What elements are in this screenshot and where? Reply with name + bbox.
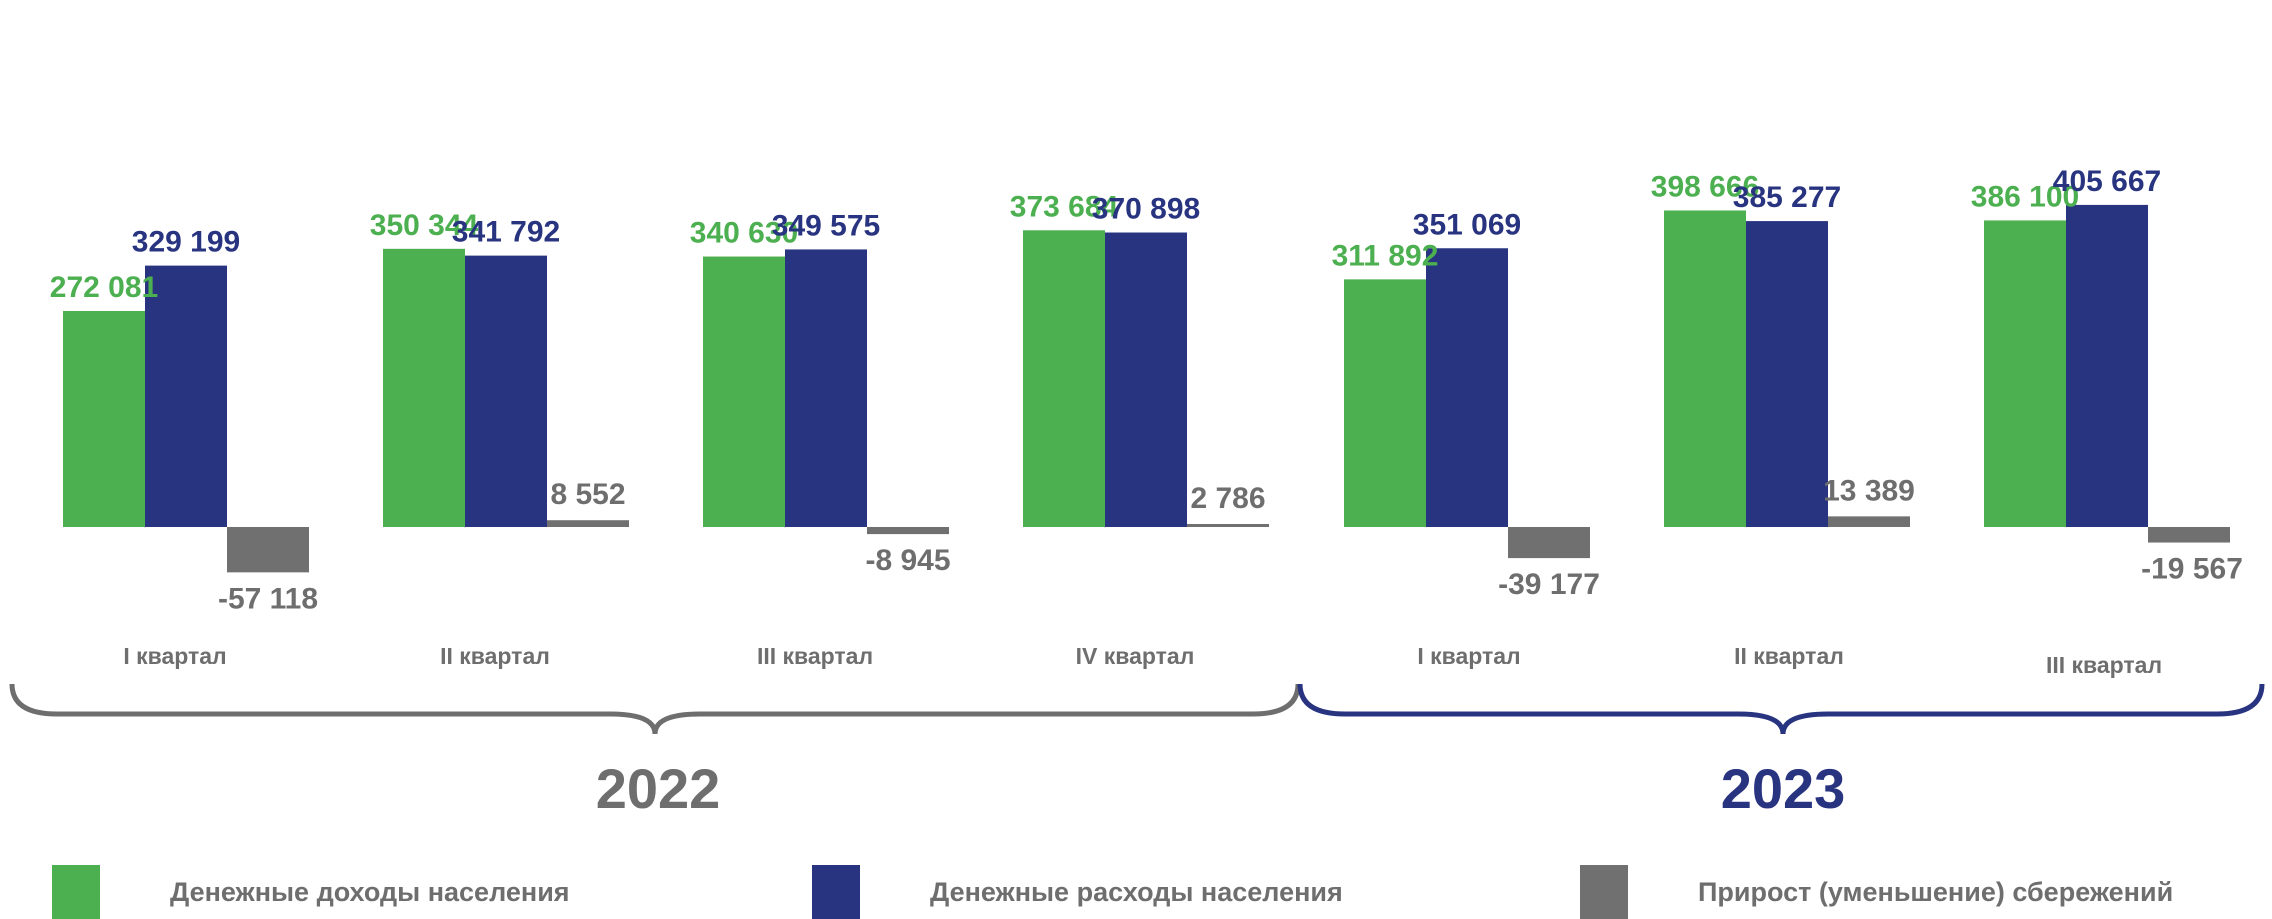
bar-expenses-4: [1105, 232, 1187, 527]
bar-expenses-2: [465, 255, 547, 527]
bar-savings-7: [2148, 527, 2230, 543]
bar-income-4: [1023, 230, 1105, 527]
bar-income-5: [1344, 279, 1426, 527]
quarter-label-1: I квартал: [123, 643, 226, 669]
bar-savings-3: [867, 527, 949, 535]
year-brace-2023: [1297, 683, 2265, 735]
data-label-income-1: 272 081: [50, 271, 158, 304]
data-label-savings-2: 8 552: [550, 478, 625, 511]
legend-swatch-income: [52, 865, 100, 919]
data-label-expenses-7: 405 667: [2053, 165, 2161, 198]
bar-income-1: [63, 310, 145, 527]
bar-income-7: [1984, 220, 2066, 528]
data-label-expenses-3: 349 575: [772, 209, 880, 242]
bar-savings-4: [1187, 524, 1269, 527]
bar-income-3: [703, 256, 785, 527]
quarter-label-5: I квартал: [1417, 643, 1520, 669]
data-label-expenses-6: 385 277: [1733, 181, 1841, 214]
data-label-expenses-1: 329 199: [132, 226, 240, 259]
bar-savings-6: [1828, 516, 1910, 527]
data-label-savings-1: -57 118: [218, 582, 318, 615]
quarter-label-2: II квартал: [440, 643, 550, 669]
bar-income-6: [1664, 210, 1746, 527]
bar-expenses-6: [1746, 221, 1828, 527]
legend-label-income: Денежные доходы населения: [170, 876, 570, 907]
bar-income-2: [383, 248, 465, 528]
year-brace-2022: [9, 683, 1301, 735]
data-label-income-2: 350 344: [370, 209, 479, 242]
year-label-2022: 2022: [596, 757, 721, 820]
legend-label-expenses: Денежные расходы населения: [930, 876, 1343, 907]
data-label-income-4: 373 684: [1010, 190, 1119, 223]
data-label-income-5: 311 892: [1332, 239, 1439, 272]
bar-expenses-7: [2066, 204, 2148, 528]
data-label-expenses-5: 351 069: [1413, 208, 1521, 241]
quarter-label-6: II квартал: [1734, 643, 1844, 669]
data-label-savings-7: -19 567: [2141, 553, 2243, 586]
bar-savings-5: [1508, 527, 1590, 559]
data-label-expenses-4: 370 898: [1092, 193, 1200, 226]
bar-savings-2: [547, 520, 629, 527]
data-label-income-3: 340 630: [690, 217, 798, 250]
legend-label-savings: Прирост (уменьшение) сбережений: [1698, 876, 2174, 907]
legend-item-income: Денежные доходы населения: [52, 865, 570, 919]
quarter-label-7: III квартал: [2046, 652, 2162, 678]
data-label-income-6: 398 666: [1651, 170, 1759, 203]
bar-expenses-1: [145, 265, 227, 527]
legend-item-expenses: Денежные расходы населения: [812, 865, 1343, 919]
data-label-savings-3: -8 945: [865, 544, 950, 577]
data-label-expenses-2: 341 792: [452, 216, 560, 249]
bar-expenses-3: [785, 249, 867, 528]
quarter-label-4: IV квартал: [1076, 643, 1195, 669]
bar-savings-1: [227, 527, 309, 573]
quarter-label-3: III квартал: [757, 643, 873, 669]
year-label-2023: 2023: [1721, 757, 1846, 820]
data-label-savings-5: -39 177: [1498, 568, 1600, 601]
legend-item-savings: Прирост (уменьшение) сбережений: [1580, 865, 2173, 919]
data-label-savings-6: 13 389: [1823, 474, 1915, 507]
data-label-income-7: 386 100: [1971, 180, 2079, 213]
bar-expenses-5: [1426, 248, 1508, 527]
data-label-savings-4: 2 786: [1190, 482, 1265, 515]
legend-swatch-expenses: [812, 865, 860, 919]
legend-swatch-savings: [1580, 865, 1628, 919]
